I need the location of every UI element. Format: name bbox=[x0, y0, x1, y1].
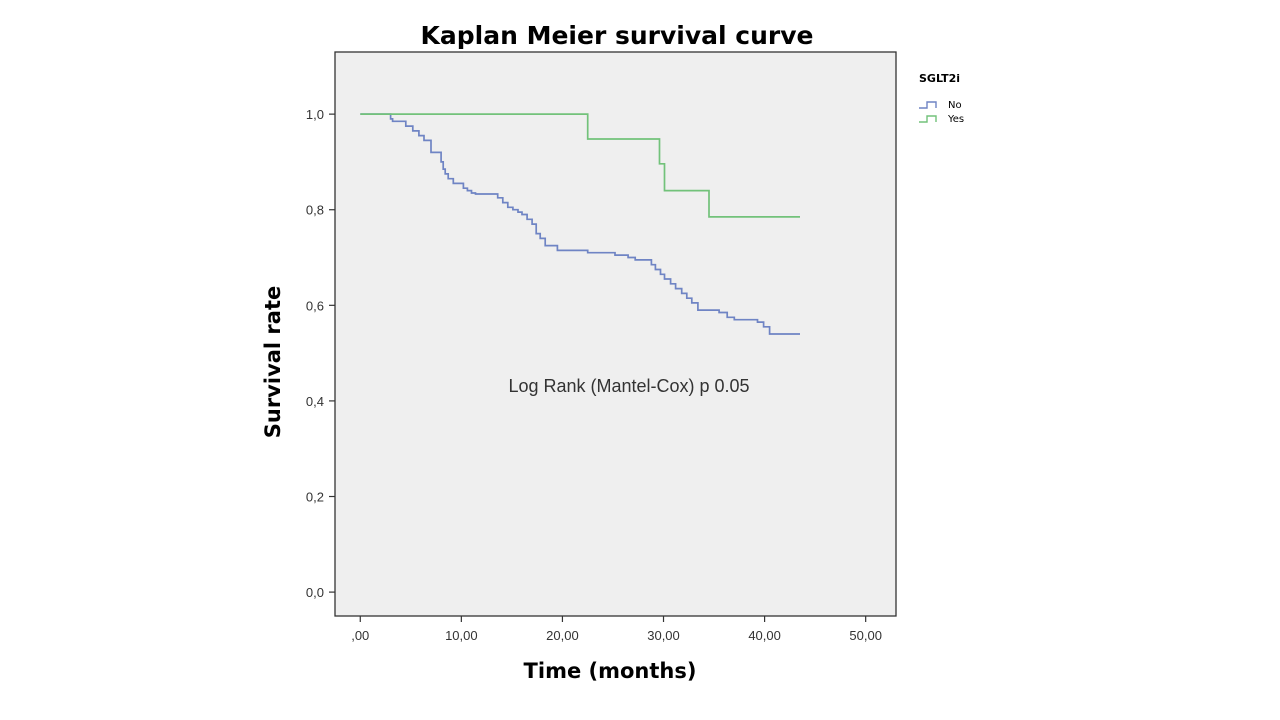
legend-label-no: No bbox=[948, 100, 962, 111]
series-line-yes bbox=[360, 113, 800, 218]
logrank-annotation: Log Rank (Mantel-Cox) p 0.05 bbox=[508, 376, 749, 396]
y-tick-label: 0,2 bbox=[306, 490, 324, 505]
y-tick-label: 0,4 bbox=[306, 394, 324, 409]
legend-label-yes: Yes bbox=[947, 114, 964, 125]
x-tick-label: ,00 bbox=[351, 628, 369, 643]
legend-title: SGLT2i bbox=[919, 72, 960, 85]
y-axis: 0,0 0,2 0,4 0,6 0,8 1,0 bbox=[306, 107, 335, 600]
y-tick-label: 0,6 bbox=[306, 298, 324, 313]
x-tick-label: 10,00 bbox=[445, 628, 478, 643]
series-line-no bbox=[360, 113, 800, 335]
legend: SGLT2i No Yes bbox=[919, 72, 964, 125]
plot-area bbox=[334, 51, 897, 617]
x-axis: ,00 10,00 20,00 30,00 40,00 50,00 bbox=[351, 616, 882, 643]
y-tick-label: 1,0 bbox=[306, 107, 324, 122]
y-tick-label: 0,8 bbox=[306, 203, 324, 218]
y-axis-title: Survival rate bbox=[261, 286, 285, 439]
chart-title: Kaplan Meier survival curve bbox=[421, 21, 814, 50]
x-tick-label: 50,00 bbox=[849, 628, 882, 643]
legend-entry-no: No bbox=[919, 100, 962, 111]
x-tick-label: 40,00 bbox=[748, 628, 781, 643]
legend-swatch-no bbox=[919, 101, 937, 109]
survival-curves bbox=[360, 113, 800, 335]
x-tick-label: 30,00 bbox=[647, 628, 680, 643]
legend-entry-yes: Yes bbox=[919, 114, 964, 125]
y-tick-label: 0,0 bbox=[306, 585, 324, 600]
x-tick-label: 20,00 bbox=[546, 628, 579, 643]
x-axis-title: Time (months) bbox=[524, 659, 697, 683]
legend-swatch-yes bbox=[919, 115, 937, 123]
